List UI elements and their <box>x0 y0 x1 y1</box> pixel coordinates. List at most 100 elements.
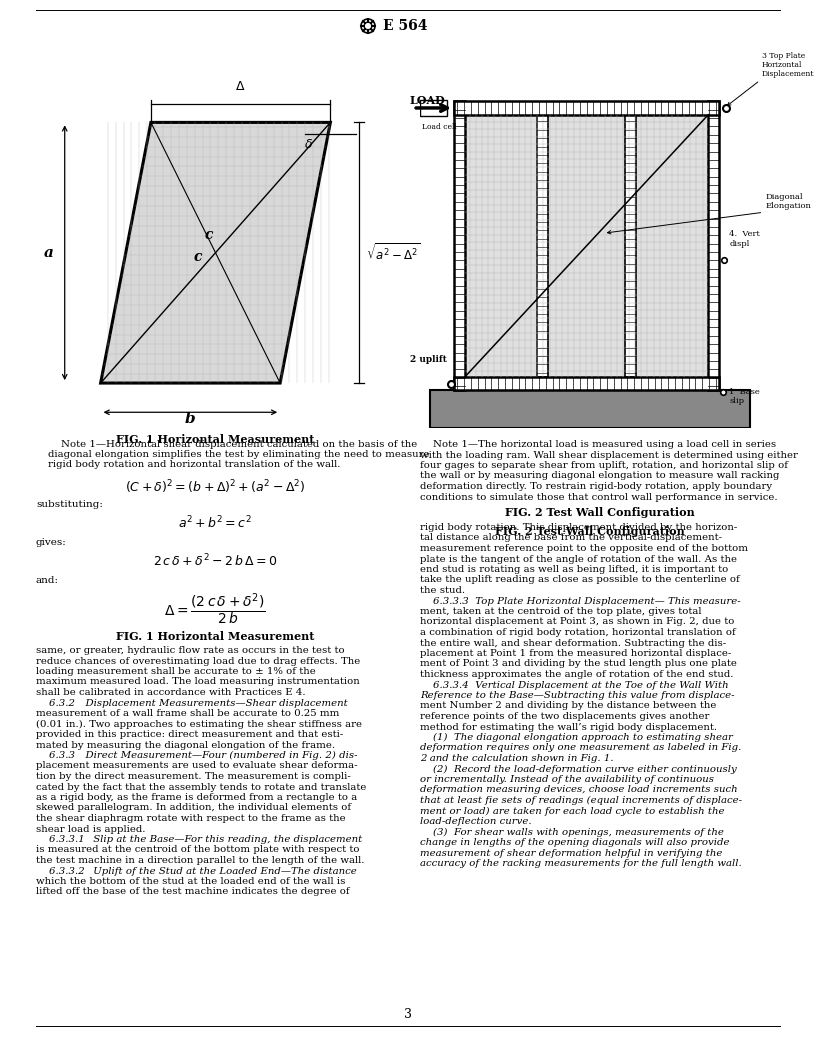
Text: Reference to the Base—Subtracting this value from displace-: Reference to the Base—Subtracting this v… <box>420 691 734 700</box>
Text: placement measurements are used to evaluate shear deforma-: placement measurements are used to evalu… <box>36 761 357 771</box>
Text: (1)  The diagonal elongation approach to estimating shear: (1) The diagonal elongation approach to … <box>420 733 733 742</box>
Text: 6.3.3.4  Vertical Displacement at the Toe of the Wall With: 6.3.3.4 Vertical Displacement at the Toe… <box>420 680 729 690</box>
Text: cated by the fact that the assembly tends to rotate and translate: cated by the fact that the assembly tend… <box>36 782 366 792</box>
Text: mated by measuring the diagonal elongation of the frame.: mated by measuring the diagonal elongati… <box>36 740 335 750</box>
Text: tion by the direct measurement. The measurement is compli-: tion by the direct measurement. The meas… <box>36 772 351 781</box>
Text: loading measurement shall be accurate to ± 1% of the: loading measurement shall be accurate to… <box>36 667 316 676</box>
Polygon shape <box>537 115 548 377</box>
Text: (2)  Record the load-deformation curve either continuously: (2) Record the load-deformation curve ei… <box>420 765 737 774</box>
Text: same, or greater, hydraulic flow rate as occurs in the test to: same, or greater, hydraulic flow rate as… <box>36 646 344 655</box>
Text: 4.  Vert
displ: 4. Vert displ <box>730 230 761 248</box>
Text: reference points of the two displacements gives another: reference points of the two displacement… <box>420 712 709 721</box>
Text: provided in this practice: direct measurement and that esti-: provided in this practice: direct measur… <box>36 730 344 739</box>
Text: reduce chances of overestimating load due to drag effects. The: reduce chances of overestimating load du… <box>36 657 360 665</box>
Text: method for estimating the wall’s rigid body displacement.: method for estimating the wall’s rigid b… <box>420 722 717 732</box>
Text: 1  Base
slip: 1 Base slip <box>730 389 761 406</box>
Text: ment of Point 3 and dividing by the stud length plus one plate: ment of Point 3 and dividing by the stud… <box>420 660 737 668</box>
Text: lifted off the base of the test machine indicates the degree of: lifted off the base of the test machine … <box>36 887 349 897</box>
Polygon shape <box>454 101 465 391</box>
Text: is measured at the centroid of the bottom plate with respect to: is measured at the centroid of the botto… <box>36 846 360 854</box>
Text: horizontal displacement at Point 3, as shown in Fig. 2, due to: horizontal displacement at Point 3, as s… <box>420 618 734 626</box>
Text: 3 Top Plate
Horizontal
Displacement: 3 Top Plate Horizontal Displacement <box>761 52 814 78</box>
Text: (3)  For shear walls with openings, measurements of the: (3) For shear walls with openings, measu… <box>420 828 724 836</box>
Text: plate is the tangent of the angle of rotation of the wall. As the: plate is the tangent of the angle of rot… <box>420 554 737 564</box>
Text: tal distance along the base from the vertical-displacement-: tal distance along the base from the ver… <box>420 533 722 543</box>
Polygon shape <box>454 101 719 115</box>
Text: the stud.: the stud. <box>420 586 465 595</box>
Text: 6.3.3.1   Slip at the Base—For this reading, the displacement: 6.3.3.1 Slip at the Base—For this readin… <box>36 835 362 844</box>
Text: rigid body rotation and horizontal translation of the wall.: rigid body rotation and horizontal trans… <box>48 460 340 469</box>
Text: deformation requires only one measurement as labeled in Fig.: deformation requires only one measuremen… <box>420 743 742 753</box>
Text: deformation directly. To restrain rigid-body rotation, apply boundary: deformation directly. To restrain rigid-… <box>420 482 772 491</box>
Text: the entire wall, and shear deformation. Subtracting the dis-: the entire wall, and shear deformation. … <box>420 639 726 647</box>
Polygon shape <box>454 377 719 391</box>
Text: thickness approximates the angle of rotation of the end stud.: thickness approximates the angle of rota… <box>420 670 734 679</box>
Text: E 564: E 564 <box>383 19 428 33</box>
Text: and:: and: <box>36 576 59 585</box>
Text: the test machine in a direction parallel to the length of the wall.: the test machine in a direction parallel… <box>36 856 365 865</box>
Text: as a rigid body, as the frame is deformed from a rectangle to a: as a rigid body, as the frame is deforme… <box>36 793 357 802</box>
Text: measurement of shear deformation helpful in verifying the: measurement of shear deformation helpful… <box>420 849 722 857</box>
Text: FIG. 2 Test Wall Configuration: FIG. 2 Test Wall Configuration <box>495 526 685 538</box>
Text: FIG. 1 Horizontal Measurement: FIG. 1 Horizontal Measurement <box>116 434 314 445</box>
Text: Note 1—Horizontal shear displacement calculated on the basis of the: Note 1—Horizontal shear displacement cal… <box>48 440 417 449</box>
Text: the shear diaphragm rotate with respect to the frame as the: the shear diaphragm rotate with respect … <box>36 814 346 823</box>
Bar <box>420 99 447 116</box>
Text: Diagonal
Elongation: Diagonal Elongation <box>765 193 811 210</box>
Text: rigid body rotation. This displacement divided by the horizon-: rigid body rotation. This displacement d… <box>420 523 737 532</box>
Text: change in lengths of the opening diagonals will also provide: change in lengths of the opening diagona… <box>420 838 730 847</box>
Text: measurement of a wall frame shall be accurate to 0.25 mm: measurement of a wall frame shall be acc… <box>36 709 339 718</box>
Text: take the uplift reading as close as possible to the centerline of: take the uplift reading as close as poss… <box>420 576 740 585</box>
Text: c: c <box>193 250 202 264</box>
Text: b: b <box>185 412 196 426</box>
Text: $a^2 + b^2 = c^2$: $a^2 + b^2 = c^2$ <box>178 515 252 531</box>
Text: a combination of rigid body rotation, horizontal translation of: a combination of rigid body rotation, ho… <box>420 628 736 637</box>
Text: 6.3.3    Direct Measurement—Four (numbered in Fig. 2) dis-: 6.3.3 Direct Measurement—Four (numbered … <box>36 751 357 760</box>
Text: (0.01 in.). Two approaches to estimating the shear stiffness are: (0.01 in.). Two approaches to estimating… <box>36 719 362 729</box>
Text: $\Delta = \dfrac{(2\,c\,\delta + \delta^2)}{2\,b}$: $\Delta = \dfrac{(2\,c\,\delta + \delta^… <box>164 591 266 627</box>
Text: deformation measuring devices, choose load increments such: deformation measuring devices, choose lo… <box>420 786 738 794</box>
Text: which the bottom of the stud at the loaded end of the wall is: which the bottom of the stud at the load… <box>36 876 345 886</box>
Text: diagonal elongation simplifies the test by eliminating the need to measure: diagonal elongation simplifies the test … <box>48 450 429 459</box>
Text: 6.3.3.2   Uplift of the Stud at the Loaded End—The distance: 6.3.3.2 Uplift of the Stud at the Loaded… <box>36 867 357 875</box>
Text: skewed parallelogram. In addition, the individual elements of: skewed parallelogram. In addition, the i… <box>36 804 351 812</box>
Text: a: a <box>43 246 54 260</box>
Text: $\sqrt{a^2 - \Delta^2}$: $\sqrt{a^2 - \Delta^2}$ <box>366 242 421 263</box>
Polygon shape <box>465 115 708 377</box>
Text: four gages to separate shear from uplift, rotation, and horizontal slip of: four gages to separate shear from uplift… <box>420 461 788 470</box>
Text: with the loading ram. Wall shear displacement is determined using either: with the loading ram. Wall shear displac… <box>420 451 798 459</box>
Text: FIG. 2 Test Wall Configuration: FIG. 2 Test Wall Configuration <box>505 507 695 518</box>
Text: gives:: gives: <box>36 538 67 547</box>
Polygon shape <box>625 115 636 377</box>
Polygon shape <box>430 391 750 428</box>
Text: 6.3.3.3  Top Plate Horizontal Displacement— This measure-: 6.3.3.3 Top Plate Horizontal Displacemen… <box>420 597 741 605</box>
Text: 6.3.2    Displacement Measurements—Shear displacement: 6.3.2 Displacement Measurements—Shear di… <box>36 698 348 708</box>
Text: conditions to simulate those that control wall performance in service.: conditions to simulate those that contro… <box>420 492 778 502</box>
Text: $\Delta$: $\Delta$ <box>235 80 246 93</box>
Text: 3: 3 <box>404 1008 412 1021</box>
Text: load-deflection curve.: load-deflection curve. <box>420 817 532 826</box>
Text: 2 and the calculation shown in Fig. 1.: 2 and the calculation shown in Fig. 1. <box>420 754 614 763</box>
Text: Note 1—The horizontal load is measured using a load cell in series: Note 1—The horizontal load is measured u… <box>420 440 776 449</box>
Text: accuracy of the racking measurements for the full length wall.: accuracy of the racking measurements for… <box>420 859 742 868</box>
Polygon shape <box>100 122 330 383</box>
Text: Load cell: Load cell <box>422 122 456 131</box>
Text: ment, taken at the centroid of the top plate, gives total: ment, taken at the centroid of the top p… <box>420 607 702 616</box>
Text: shear load is applied.: shear load is applied. <box>36 825 145 833</box>
Text: $\delta$: $\delta$ <box>304 138 313 151</box>
Text: LOAD: LOAD <box>410 95 446 106</box>
Text: $(C + \delta)^2 = (b + \Delta)^2 + (a^2 - \Delta^2)$: $(C + \delta)^2 = (b + \Delta)^2 + (a^2 … <box>125 478 305 495</box>
Text: FIG. 1 Horizontal Measurement: FIG. 1 Horizontal Measurement <box>116 631 314 642</box>
Text: ment or load) are taken for each load cycle to establish the: ment or load) are taken for each load cy… <box>420 807 725 815</box>
Text: ment Number 2 and dividing by the distance between the: ment Number 2 and dividing by the distan… <box>420 701 716 711</box>
Text: substituting:: substituting: <box>36 499 103 509</box>
Text: measurement reference point to the opposite end of the bottom: measurement reference point to the oppos… <box>420 544 748 553</box>
Text: shall be calibrated in accordance with Practices E 4.: shall be calibrated in accordance with P… <box>36 689 306 697</box>
Text: or incrementally. Instead of the availability of continuous: or incrementally. Instead of the availab… <box>420 775 714 784</box>
Text: 2 uplift: 2 uplift <box>410 355 446 364</box>
Polygon shape <box>708 101 719 391</box>
Text: placement at Point 1 from the measured horizontal displace-: placement at Point 1 from the measured h… <box>420 649 731 658</box>
Text: the wall or by measuring diagonal elongation to measure wall racking: the wall or by measuring diagonal elonga… <box>420 471 779 480</box>
Text: maximum measured load. The load measuring instrumentation: maximum measured load. The load measurin… <box>36 678 360 686</box>
Text: $2\,c\,\delta + \delta^2 - 2\,b\,\Delta = 0$: $2\,c\,\delta + \delta^2 - 2\,b\,\Delta … <box>153 553 277 569</box>
